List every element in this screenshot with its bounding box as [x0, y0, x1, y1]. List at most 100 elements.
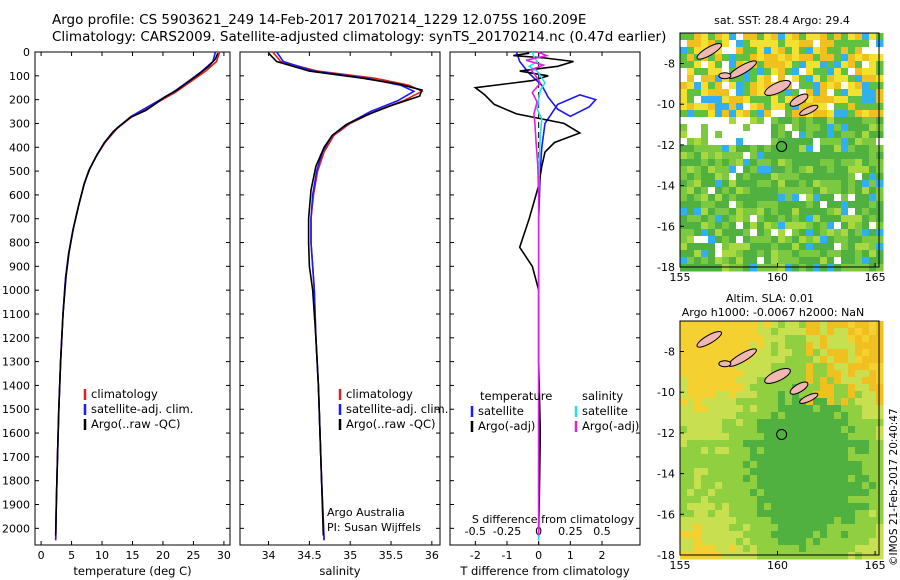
map-cell — [785, 110, 793, 118]
map-cell — [701, 552, 709, 560]
map-cell — [764, 503, 772, 511]
map-cell — [708, 503, 716, 511]
map-cell — [813, 419, 821, 427]
map-cell — [771, 159, 779, 167]
map-cell — [771, 47, 779, 55]
map-cell — [722, 89, 730, 97]
map-cell — [715, 257, 723, 265]
map-cell — [792, 89, 800, 97]
map-cell — [708, 131, 716, 139]
map-cell — [869, 328, 877, 336]
map-cell — [785, 250, 793, 258]
map-cell — [834, 461, 842, 469]
map-cell — [743, 440, 751, 448]
salinity-profile-xtick-label: 34 — [262, 549, 276, 562]
map-cell — [820, 110, 828, 118]
map-cell — [834, 510, 842, 518]
map-cell — [799, 61, 807, 69]
map-cell — [855, 173, 863, 181]
map-cell — [792, 461, 800, 469]
map-cell — [792, 194, 800, 202]
map-cell — [771, 349, 779, 357]
map-cell — [750, 328, 758, 336]
map-cell — [778, 468, 786, 476]
map-cell — [743, 250, 751, 258]
map-cell — [820, 328, 828, 336]
map-cell — [680, 110, 688, 118]
map-cell — [708, 110, 716, 118]
map-cell — [743, 33, 751, 41]
map-cell — [743, 419, 751, 427]
map-cell — [827, 222, 835, 230]
map-cell — [778, 96, 786, 104]
map-cell — [764, 440, 772, 448]
map-cell — [736, 461, 744, 469]
map-cell — [743, 363, 751, 371]
map-cell — [827, 412, 835, 420]
map-cell — [869, 538, 877, 546]
map-cell — [771, 152, 779, 160]
map-cell — [785, 40, 793, 48]
map-cell — [687, 103, 695, 111]
map-cell — [862, 110, 870, 118]
map-cell — [715, 110, 723, 118]
map-cell — [750, 377, 758, 385]
map-cell — [785, 194, 793, 202]
map-cell — [715, 405, 723, 413]
map-cell — [722, 236, 730, 244]
map-cell — [862, 440, 870, 448]
legend-title-salinity: salinity — [582, 389, 623, 403]
map-cell — [764, 222, 772, 230]
temperature-profile-series-climatology — [54, 51, 221, 541]
map-cell — [757, 426, 765, 434]
map-cell — [841, 391, 849, 399]
map-cell — [785, 166, 793, 174]
map-cell — [708, 363, 716, 371]
map-cell — [855, 412, 863, 420]
map-cell — [876, 482, 884, 490]
legend-label: Argo(-adj) — [582, 419, 639, 433]
map-cell — [876, 68, 884, 76]
map-cell — [841, 222, 849, 230]
map-cell — [792, 103, 800, 111]
map-cell — [827, 124, 835, 132]
map-cell — [694, 250, 702, 258]
map-cell — [722, 412, 730, 420]
map-cell — [799, 257, 807, 265]
map-cell — [862, 447, 870, 455]
map-cell — [757, 356, 765, 364]
map-cell — [792, 257, 800, 265]
map-cell — [869, 264, 877, 272]
map-cell — [757, 243, 765, 251]
map-cell — [820, 89, 828, 97]
map-cell — [694, 145, 702, 153]
salinity-profile-xtick-label: 35.5 — [379, 549, 404, 562]
map-cell — [792, 363, 800, 371]
map-cell — [750, 454, 758, 462]
map-cell — [813, 356, 821, 364]
map-cell — [806, 33, 814, 41]
map-cell — [869, 54, 877, 62]
map-cell — [862, 384, 870, 392]
map-ytick-label: -14 — [657, 468, 675, 481]
map-cell — [771, 264, 779, 272]
map-cell — [862, 173, 870, 181]
map-cell — [813, 222, 821, 230]
map-cell — [827, 335, 835, 343]
map-cell — [855, 370, 863, 378]
map-cell — [799, 349, 807, 357]
map-cell — [771, 524, 779, 532]
sla-map-cells — [680, 321, 884, 560]
map-cell — [792, 131, 800, 139]
map-cell — [757, 419, 765, 427]
map-cell — [792, 433, 800, 441]
map-cell — [876, 552, 884, 560]
map-cell — [715, 461, 723, 469]
map-cell — [876, 201, 884, 209]
map-cell — [820, 47, 828, 55]
map-cell — [813, 173, 821, 181]
map-cell — [757, 489, 765, 497]
map-cell — [729, 531, 737, 539]
map-cell — [743, 89, 751, 97]
map-cell — [771, 405, 779, 413]
